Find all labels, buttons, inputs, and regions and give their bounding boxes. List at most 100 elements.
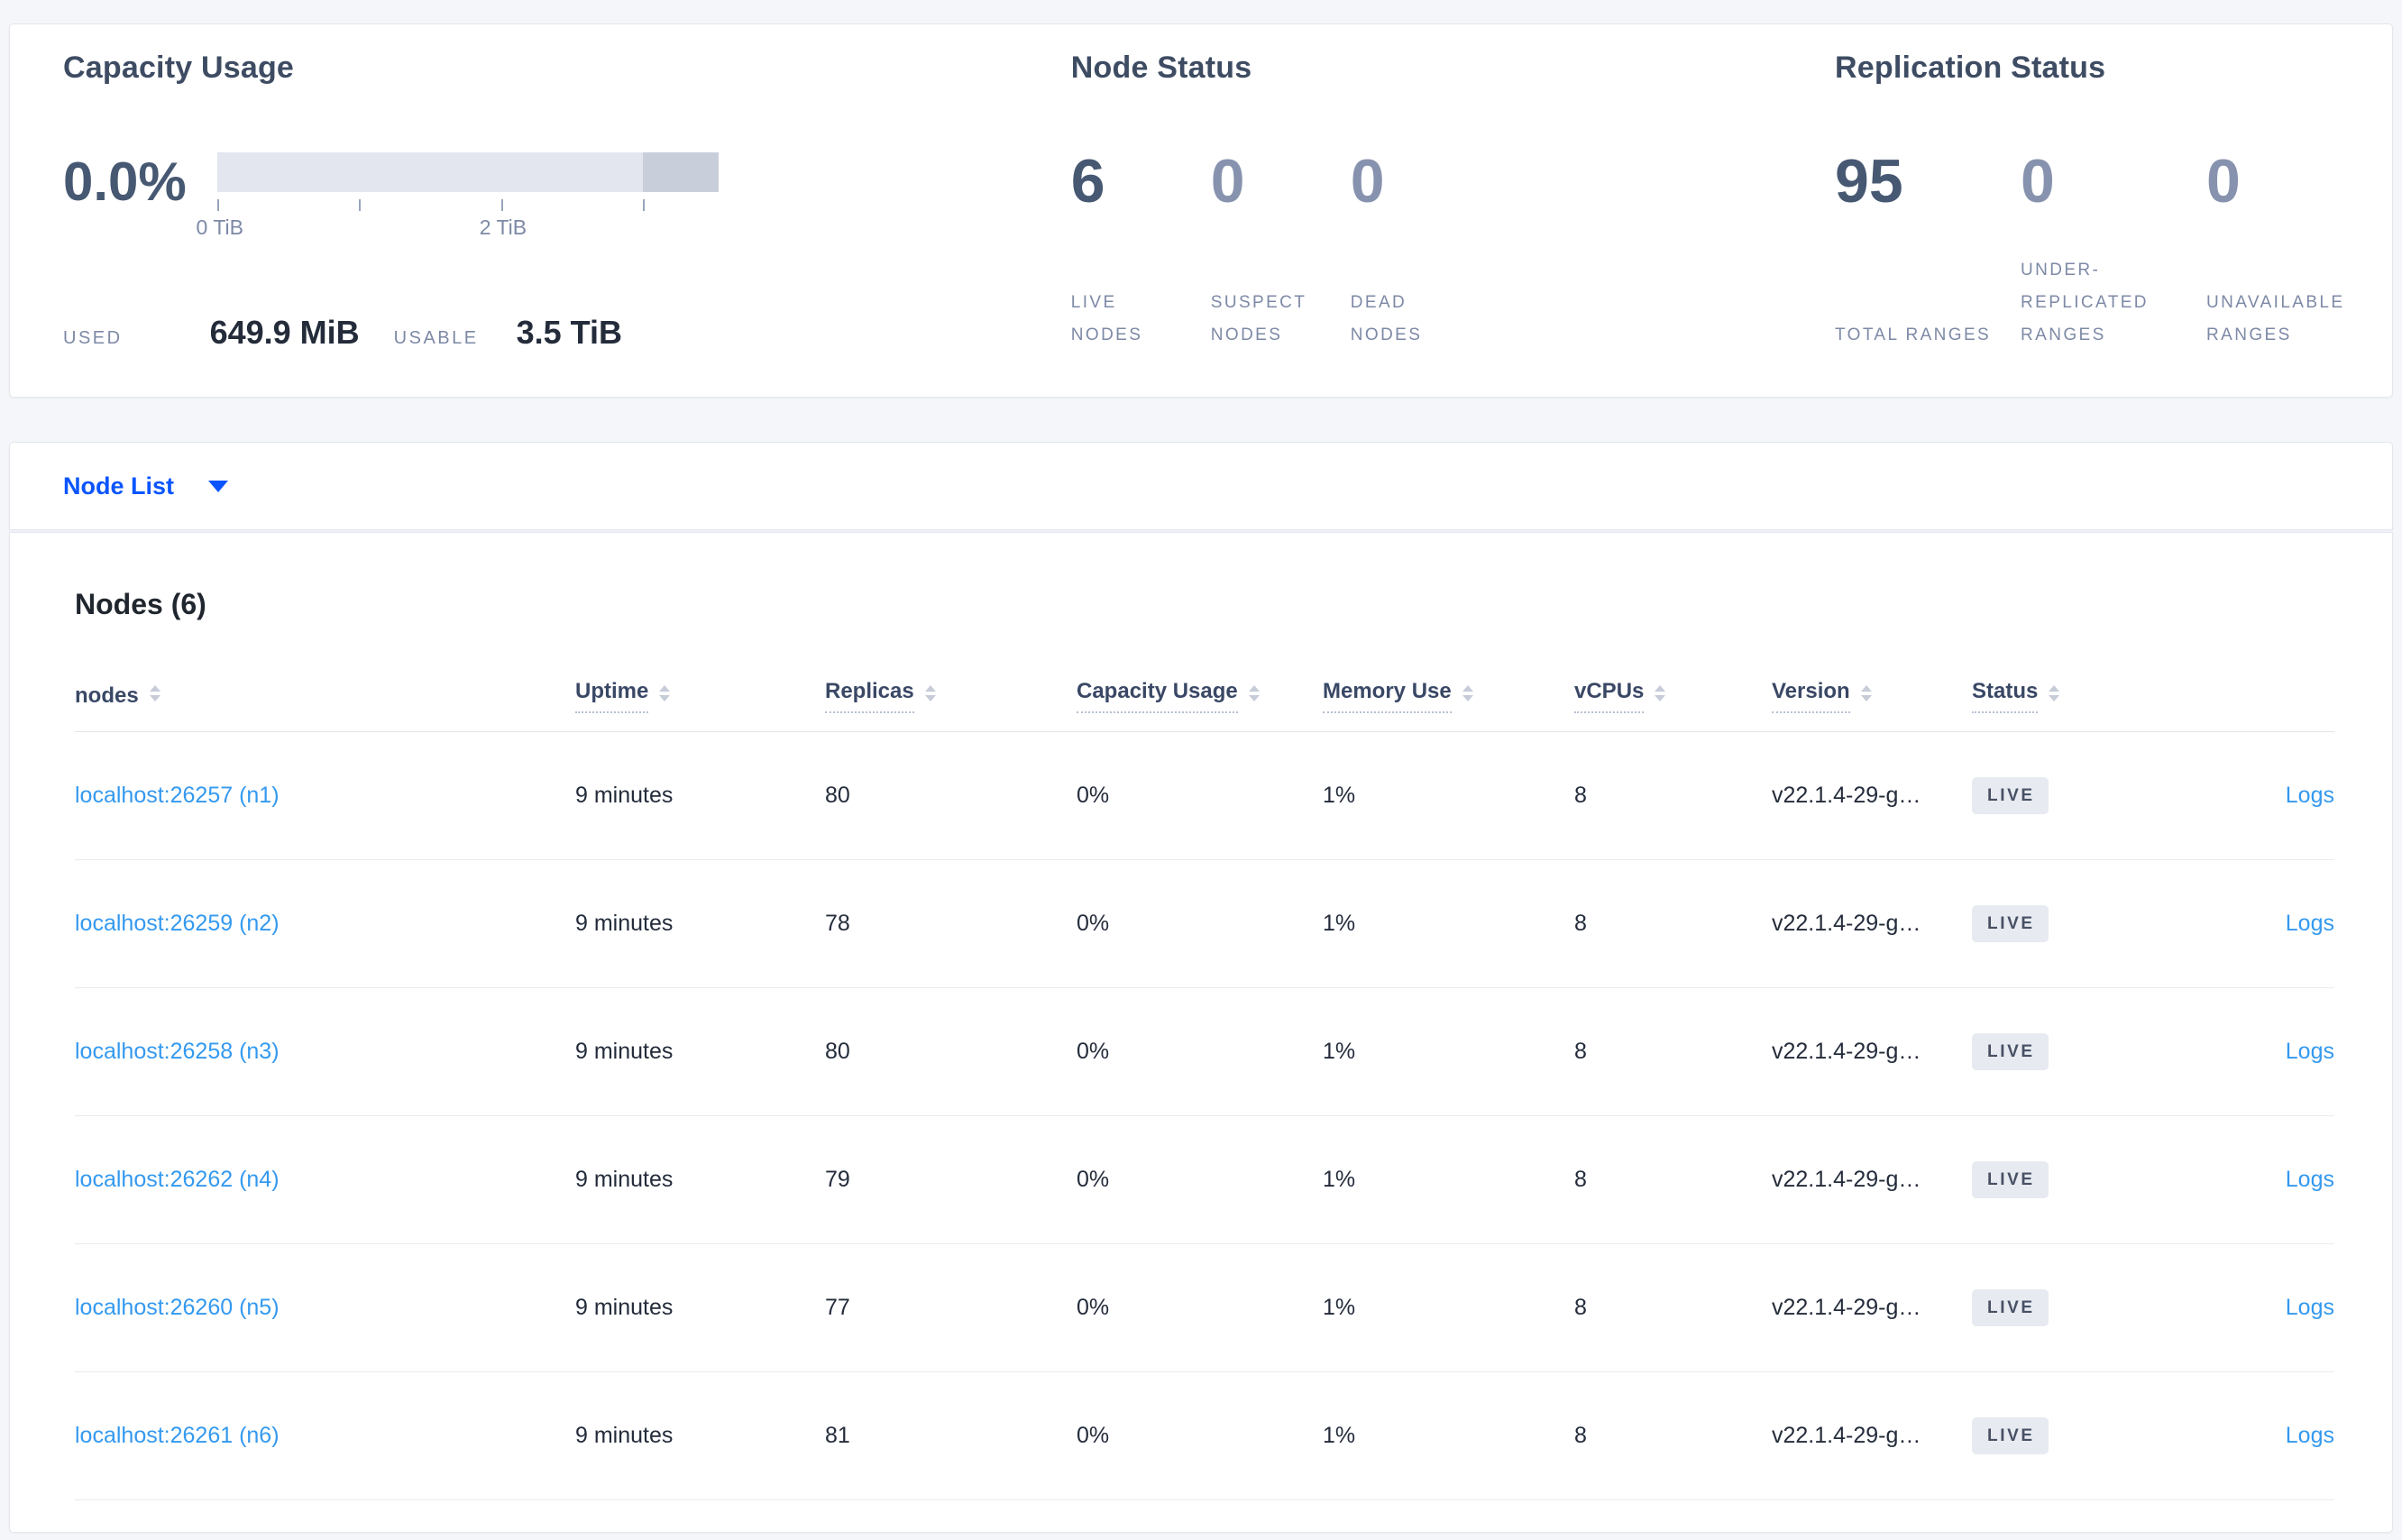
column-header-status[interactable]: Status xyxy=(1972,679,2176,713)
under-replicated-ranges-value: 0 xyxy=(2021,147,2055,215)
status-badge: LIVE xyxy=(1972,905,2049,942)
capacity-gauge-bar xyxy=(217,152,719,192)
memory-use-cell: 1% xyxy=(1323,1039,1356,1064)
sort-icon[interactable] xyxy=(2049,684,2060,701)
column-header-vcpus[interactable]: vCPUs xyxy=(1574,679,1772,713)
live-nodes-label: LIVE NODES xyxy=(1070,293,1143,344)
column-header-capacity-usage[interactable]: Capacity Usage xyxy=(1077,679,1323,713)
status-badge: LIVE xyxy=(1972,1417,2049,1454)
column-header-uptime[interactable]: Uptime xyxy=(575,679,825,713)
uptime-cell: 9 minutes xyxy=(575,911,674,936)
caret-down-icon xyxy=(208,480,229,492)
under-replicated-ranges-stat: 0 UNDER-REPLICATED RANGES xyxy=(2021,87,2185,352)
version-cell: v22.1.4-29-g… xyxy=(1772,783,1921,808)
column-header-memory-use[interactable]: Memory Use xyxy=(1323,679,1574,713)
status-badge: LIVE xyxy=(1972,777,2049,814)
capacity-gauge-tail-segment xyxy=(643,152,719,192)
memory-use-cell: 1% xyxy=(1323,1423,1356,1448)
node-list-dropdown[interactable]: Node List xyxy=(63,472,229,500)
capacity-usage-cell: 0% xyxy=(1077,1295,1110,1320)
sort-icon[interactable] xyxy=(1860,684,1872,701)
gauge-tick-label-2: 2 TiB xyxy=(479,215,527,239)
suspect-nodes-value: 0 xyxy=(1210,147,1245,215)
replicas-cell: 78 xyxy=(825,911,850,936)
total-ranges-value: 95 xyxy=(1835,147,1903,215)
gauge-tick-label-0: 0 TiB xyxy=(196,215,243,239)
column-header-replicas[interactable]: Replicas xyxy=(825,679,1077,713)
memory-use-cell: 1% xyxy=(1323,1167,1356,1192)
sort-icon[interactable] xyxy=(1462,684,1473,701)
dead-nodes-value: 0 xyxy=(1350,147,1385,215)
vcpus-cell: 8 xyxy=(1574,911,1587,936)
node-link[interactable]: localhost:26260 (n5) xyxy=(75,1295,280,1320)
memory-use-cell: 1% xyxy=(1323,1295,1356,1320)
node-link[interactable]: localhost:26257 (n1) xyxy=(75,783,280,808)
status-badge: LIVE xyxy=(1972,1033,2049,1070)
replicas-cell: 80 xyxy=(825,783,850,808)
memory-use-cell: 1% xyxy=(1323,911,1356,936)
usable-value: 3.5 TiB xyxy=(516,314,622,351)
live-nodes-value: 6 xyxy=(1070,147,1105,215)
memory-use-cell: 1% xyxy=(1323,783,1356,808)
logs-link[interactable]: Logs xyxy=(2285,911,2334,936)
capacity-usage-cell: 0% xyxy=(1077,783,1110,808)
cluster-overview-card: Capacity Usage 0.0% 0 TiB 2 TiB USED 649… xyxy=(9,23,2393,398)
vcpus-cell: 8 xyxy=(1574,783,1587,808)
suspect-nodes-label: SUSPECT NODES xyxy=(1210,293,1306,344)
dead-nodes-label: DEAD NODES xyxy=(1350,293,1423,344)
capacity-percent: 0.0% xyxy=(63,151,187,212)
logs-link[interactable]: Logs xyxy=(2285,1039,2334,1064)
used-label: USED xyxy=(63,328,123,348)
table-row: localhost:26259 (n2) 9 minutes 78 0% 1% … xyxy=(75,860,2334,988)
logs-link[interactable]: Logs xyxy=(2285,1167,2334,1192)
used-value: 649.9 MiB xyxy=(209,314,360,351)
replicas-cell: 77 xyxy=(825,1295,850,1320)
node-link[interactable]: localhost:26259 (n2) xyxy=(75,911,280,936)
status-badge: LIVE xyxy=(1972,1289,2049,1326)
logs-link[interactable]: Logs xyxy=(2285,783,2334,808)
vcpus-cell: 8 xyxy=(1574,1167,1587,1192)
uptime-cell: 9 minutes xyxy=(575,1295,674,1320)
node-link[interactable]: localhost:26262 (n4) xyxy=(75,1167,280,1192)
table-row: localhost:26257 (n1) 9 minutes 80 0% 1% … xyxy=(75,732,2334,860)
column-header-version[interactable]: Version xyxy=(1772,679,1972,713)
node-link[interactable]: localhost:26261 (n6) xyxy=(75,1423,280,1448)
view-selector-bar: Node List xyxy=(9,442,2393,530)
logs-link[interactable]: Logs xyxy=(2285,1295,2334,1320)
capacity-usage-title: Capacity Usage xyxy=(63,50,295,85)
sort-icon[interactable] xyxy=(149,684,160,701)
logs-link[interactable]: Logs xyxy=(2285,1423,2334,1448)
uptime-cell: 9 minutes xyxy=(575,1167,674,1192)
node-list-dropdown-label: Node List xyxy=(63,472,175,500)
vcpus-cell: 8 xyxy=(1574,1295,1587,1320)
sort-icon[interactable] xyxy=(924,684,936,701)
capacity-usage-cell: 0% xyxy=(1077,1167,1110,1192)
sort-icon[interactable] xyxy=(1248,684,1260,701)
capacity-usage-panel: Capacity Usage 0.0% 0 TiB 2 TiB USED 649… xyxy=(63,48,1071,352)
vcpus-cell: 8 xyxy=(1574,1039,1587,1064)
table-row: localhost:26260 (n5) 9 minutes 77 0% 1% … xyxy=(75,1244,2334,1372)
node-status-panel: Node Status 6 LIVE NODES 0 SUSPECT NODES… xyxy=(1071,48,1835,352)
sort-icon[interactable] xyxy=(1655,684,1666,701)
node-link[interactable]: localhost:26258 (n3) xyxy=(75,1039,280,1064)
uptime-cell: 9 minutes xyxy=(575,1423,674,1448)
under-replicated-ranges-label: UNDER-REPLICATED RANGES xyxy=(2021,261,2149,344)
capacity-gauge-tick-labels: 0 TiB 2 TiB xyxy=(197,215,719,243)
uptime-cell: 9 minutes xyxy=(575,783,674,808)
node-status-title: Node Status xyxy=(1070,50,1252,85)
capacity-usage-cell: 0% xyxy=(1077,911,1110,936)
table-row: localhost:26262 (n4) 9 minutes 79 0% 1% … xyxy=(75,1116,2334,1244)
version-cell: v22.1.4-29-g… xyxy=(1772,911,1921,936)
version-cell: v22.1.4-29-g… xyxy=(1772,1295,1921,1320)
unavailable-ranges-stat: 0 UNAVAILABLE RANGES xyxy=(2206,87,2370,352)
sort-icon[interactable] xyxy=(659,684,671,701)
capacity-gauge-ticks xyxy=(217,199,719,211)
table-row: localhost:26261 (n6) 9 minutes 81 0% 1% … xyxy=(75,1372,2334,1500)
total-ranges-stat: 95 TOTAL RANGES xyxy=(1835,87,1999,352)
column-header-nodes[interactable]: nodes xyxy=(75,683,575,709)
replicas-cell: 80 xyxy=(825,1039,850,1064)
replicas-cell: 79 xyxy=(825,1167,850,1192)
capacity-usage-cell: 0% xyxy=(1077,1039,1110,1064)
live-nodes-stat: 6 LIVE NODES xyxy=(1071,87,1175,352)
status-badge: LIVE xyxy=(1972,1161,2049,1198)
